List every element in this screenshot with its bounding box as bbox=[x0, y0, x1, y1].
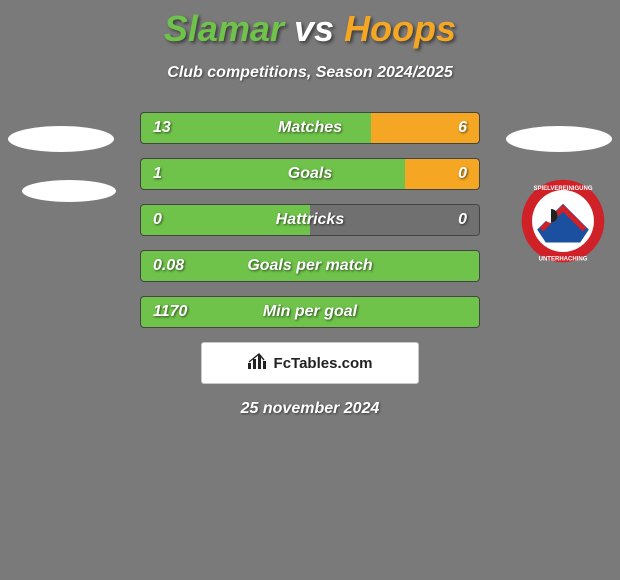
stat-bar-left bbox=[141, 159, 405, 189]
stat-row: 10Goals bbox=[0, 158, 620, 190]
stat-bar-left bbox=[141, 205, 310, 235]
vs-text: vs bbox=[294, 8, 334, 49]
stat-value-left: 13 bbox=[153, 113, 171, 143]
branding-box[interactable]: FcTables.com bbox=[201, 342, 419, 384]
branding-text: FcTables.com bbox=[274, 355, 373, 372]
comparison-card: SPIELVEREINIGUNG UNTERHACHING Slamar vs … bbox=[0, 0, 620, 580]
player1-name: Slamar bbox=[164, 8, 284, 49]
stat-value-left: 1 bbox=[153, 159, 162, 189]
stat-bar: 136Matches bbox=[140, 112, 480, 144]
stat-row: 00Hattricks bbox=[0, 204, 620, 236]
stat-row: 0.08Goals per match bbox=[0, 250, 620, 282]
stat-bar: 1170Min per goal bbox=[140, 296, 480, 328]
stat-bar-left bbox=[141, 251, 479, 281]
stat-bar-right bbox=[405, 159, 479, 189]
stat-value-left: 0.08 bbox=[153, 251, 184, 281]
subtitle: Club competitions, Season 2024/2025 bbox=[0, 64, 620, 82]
stat-bar: 10Goals bbox=[140, 158, 480, 190]
stat-bar-left bbox=[141, 113, 371, 143]
stat-value-right: 0 bbox=[458, 205, 467, 235]
stat-value-right: 0 bbox=[458, 159, 467, 189]
bar-chart-icon bbox=[248, 353, 268, 374]
stat-bar-left bbox=[141, 297, 479, 327]
stat-value-right: 6 bbox=[458, 113, 467, 143]
stats-area: 136Matches10Goals00Hattricks0.08Goals pe… bbox=[0, 112, 620, 328]
date-text: 25 november 2024 bbox=[0, 400, 620, 418]
stat-value-left: 1170 bbox=[153, 297, 187, 327]
stat-row: 136Matches bbox=[0, 112, 620, 144]
comparison-title: Slamar vs Hoops bbox=[0, 0, 620, 50]
stat-bar: 0.08Goals per match bbox=[140, 250, 480, 282]
stat-row: 1170Min per goal bbox=[0, 296, 620, 328]
player2-name: Hoops bbox=[344, 8, 456, 49]
stat-bar: 00Hattricks bbox=[140, 204, 480, 236]
stat-value-left: 0 bbox=[153, 205, 162, 235]
